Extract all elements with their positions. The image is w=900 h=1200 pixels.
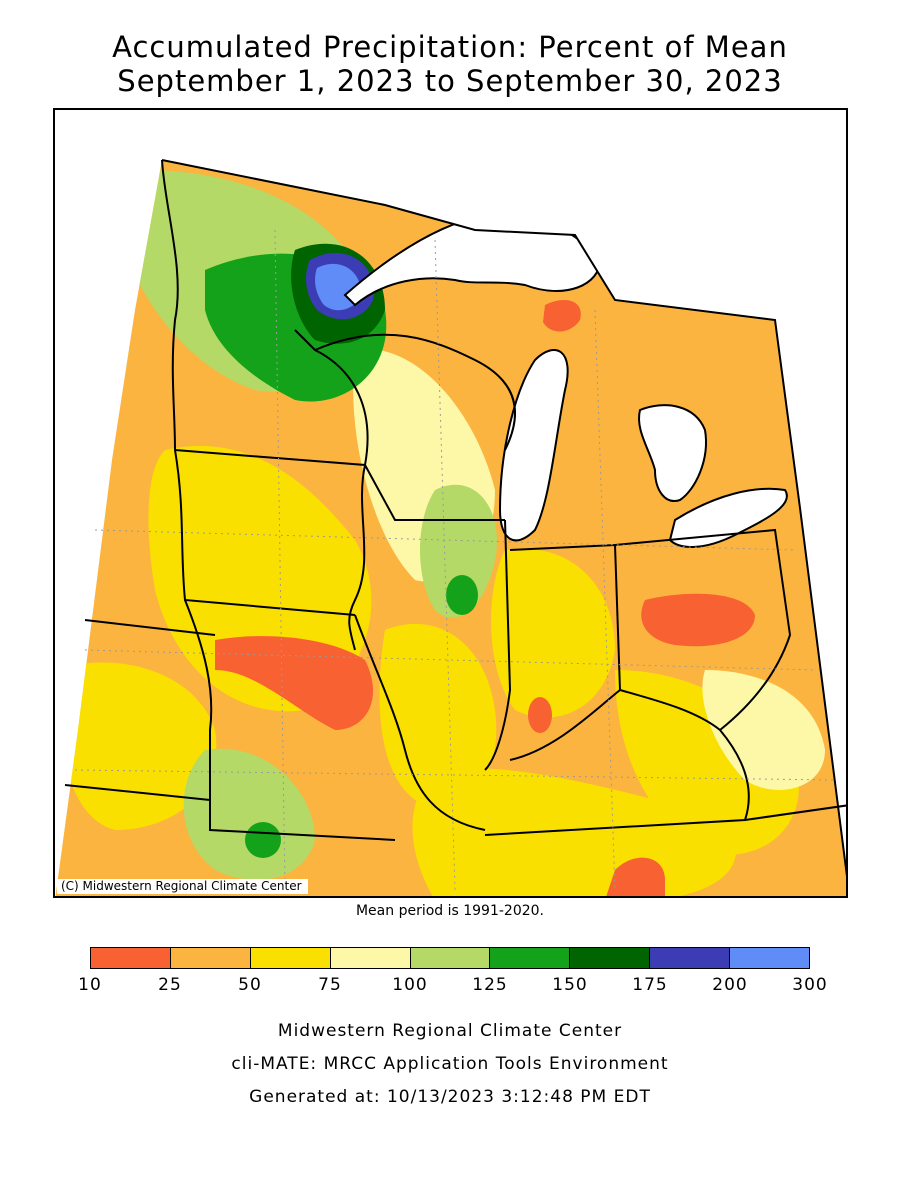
footer-organization: Midwestern Regional Climate Center — [277, 1021, 623, 1041]
lake-huron — [638, 404, 707, 502]
county-lines — [74, 229, 836, 891]
shade-50-75 — [491, 548, 615, 718]
legend-tick-label: 10 — [78, 975, 102, 995]
color-legend — [90, 947, 810, 969]
legend-swatch-125-150 — [490, 948, 571, 968]
footer-tool-name: cli-MATE: MRCC Application Tools Environ… — [231, 1054, 669, 1074]
shade-75-100 — [702, 670, 825, 790]
shade-10-25 — [528, 697, 552, 733]
legend-tick-label: 25 — [158, 975, 182, 995]
lake-michigan — [498, 349, 569, 542]
legend-swatch-175-200 — [650, 948, 731, 968]
map-title: Accumulated Precipitation: Percent of Me… — [112, 30, 788, 64]
shade-10-25 — [215, 636, 374, 730]
legend-swatch-100-125 — [410, 948, 491, 968]
legend-tick-label: 200 — [712, 975, 748, 995]
shade-10-25 — [605, 857, 665, 896]
legend-tick-label: 150 — [552, 975, 588, 995]
shade-100-125 — [420, 484, 497, 618]
legend-tick-label: 50 — [238, 975, 262, 995]
legend-swatch-200-300 — [730, 948, 810, 968]
legend-swatch-50-75 — [250, 948, 331, 968]
legend-tick-label: 100 — [392, 975, 428, 995]
precipitation-map: (C) Midwestern Regional Climate Center — [53, 108, 848, 898]
state-borders — [64, 159, 846, 877]
legend-swatch-25-50 — [170, 948, 251, 968]
legend-tick-label: 300 — [792, 975, 828, 995]
shade-125-150 — [245, 822, 281, 858]
lake-erie — [668, 487, 788, 548]
shade-50-75 — [379, 623, 497, 803]
shade-10-25 — [641, 593, 755, 647]
canada-area — [385, 110, 775, 320]
great-lakes — [343, 213, 788, 548]
map-svg — [55, 110, 846, 896]
mean-period-note: Mean period is 1991-2020. — [355, 903, 545, 919]
footer-generated-time: Generated at: 10/13/2023 3:12:48 PM EDT — [249, 1087, 651, 1107]
lake-superior — [343, 213, 602, 307]
map-subtitle: September 1, 2023 to September 30, 2023 — [117, 64, 783, 98]
shade-100-125 — [183, 748, 315, 880]
legend-tick-label: 75 — [318, 975, 342, 995]
legend-tick-label: 175 — [632, 975, 668, 995]
shade-10-25 — [543, 300, 581, 332]
legend-swatch-10-25 — [91, 948, 171, 968]
shade-125-150 — [446, 575, 478, 615]
map-credit: (C) Midwestern Regional Climate Center — [57, 879, 308, 894]
legend-tick-label: 125 — [472, 975, 508, 995]
legend-swatch-150-175 — [570, 948, 651, 968]
legend-swatch-75-100 — [330, 948, 411, 968]
